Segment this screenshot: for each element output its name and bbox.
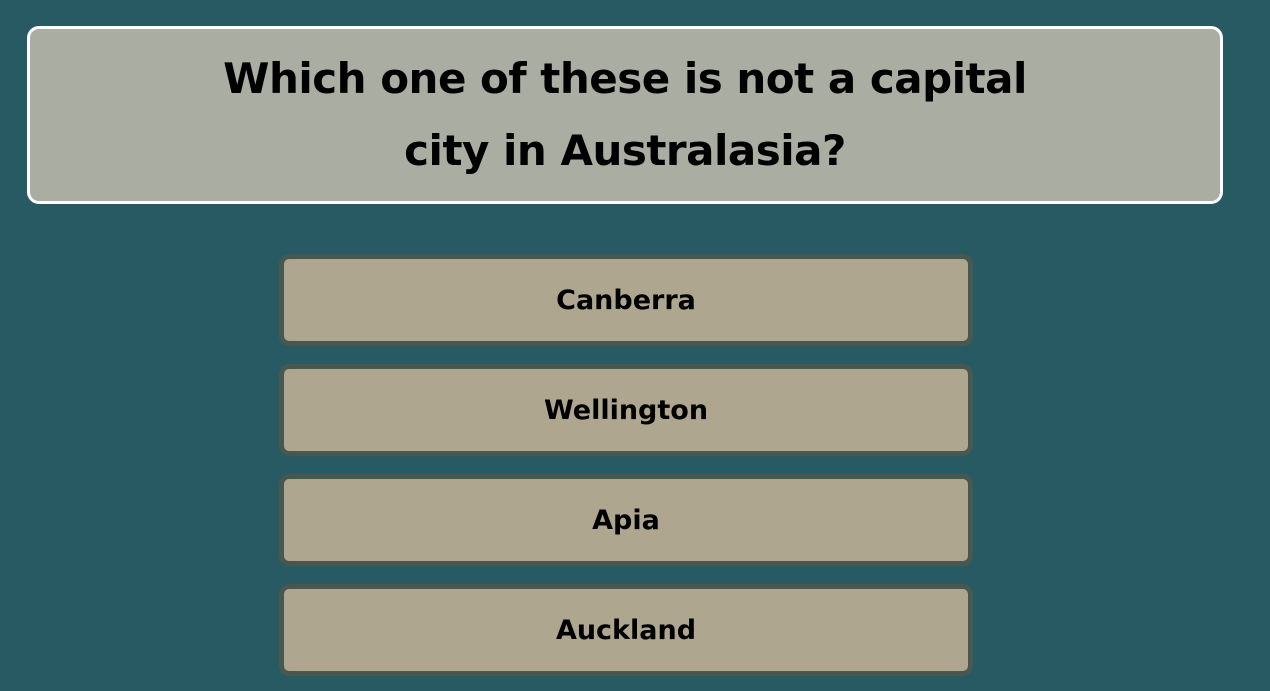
- answer-canberra-button[interactable]: Canberra: [279, 254, 973, 346]
- answer-wellington-button[interactable]: Wellington: [279, 364, 973, 456]
- question-emphasis-one: one: [380, 54, 466, 103]
- question-text-part-5: a capital city in Australasia?: [404, 54, 1027, 175]
- answer-label: Canberra: [556, 284, 696, 316]
- answer-apia-button[interactable]: Apia: [279, 474, 973, 566]
- question-emphasis-not: not: [736, 54, 814, 103]
- question-text-part-3: of these is: [465, 54, 737, 103]
- question-card: Which one of these is not a capital city…: [27, 26, 1223, 204]
- answer-auckland-button[interactable]: Auckland: [279, 584, 973, 676]
- answer-label: Apia: [592, 504, 660, 536]
- answer-label: Wellington: [543, 394, 709, 426]
- answer-label: Auckland: [555, 614, 697, 646]
- question-text: Which one of these is not a capital city…: [175, 43, 1075, 187]
- question-text-part-1: Which: [223, 54, 381, 103]
- answer-list: Canberra Wellington Apia Auckland: [279, 254, 973, 676]
